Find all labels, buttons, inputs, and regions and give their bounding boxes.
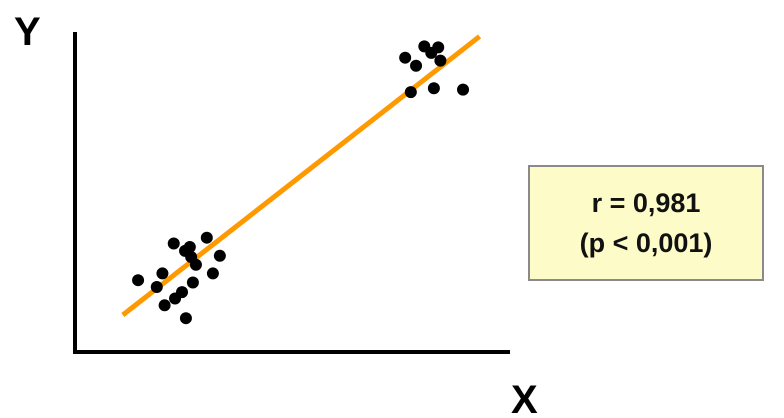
data-point [132, 274, 145, 287]
data-point [186, 276, 199, 289]
data-point [156, 267, 169, 280]
data-point [200, 231, 213, 244]
data-points-layer [132, 40, 470, 325]
data-point [399, 51, 412, 64]
data-point [206, 267, 219, 280]
data-point [150, 280, 163, 293]
regression-line [121, 34, 482, 317]
data-point [432, 41, 445, 54]
data-point [410, 59, 423, 72]
data-point [158, 299, 171, 312]
data-point [434, 54, 447, 67]
fit-line-layer [121, 34, 482, 317]
data-point [213, 249, 226, 262]
p-value: (p < 0,001) [579, 228, 713, 258]
correlation-stats-box: r = 0,981 (p < 0,001) [528, 165, 764, 281]
data-point [176, 286, 189, 299]
data-point [179, 312, 192, 325]
data-point [189, 258, 202, 271]
data-point [427, 82, 440, 95]
data-point [167, 237, 180, 250]
data-point [457, 83, 470, 96]
x-axis-label: X [511, 378, 538, 418]
correlation-coefficient: r = 0,981 [591, 188, 701, 218]
y-axis-label: Y [14, 10, 41, 54]
data-point [404, 86, 417, 99]
data-point [183, 241, 196, 254]
